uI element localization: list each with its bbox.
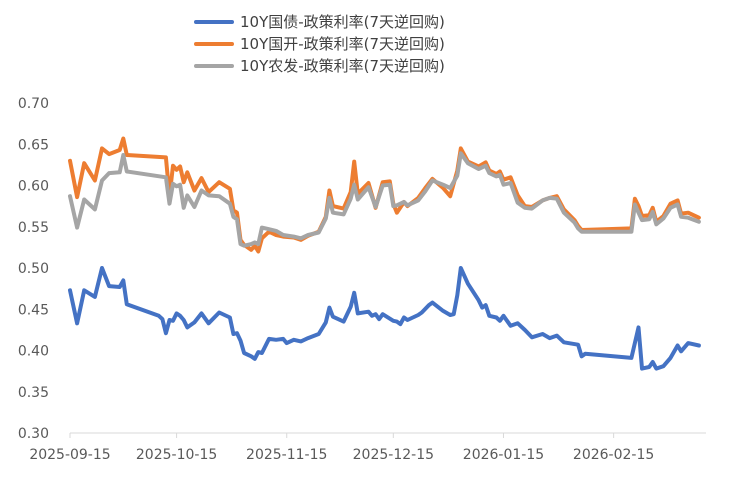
y-tick-label: 0.45 xyxy=(18,302,49,318)
series-line-0 xyxy=(68,266,701,371)
y-tick-label: 0.40 xyxy=(18,344,49,360)
y-tick-label: 0.35 xyxy=(18,385,49,401)
y-tick-label: 0.60 xyxy=(18,179,49,195)
y-tick-label: 0.30 xyxy=(18,426,49,442)
x-tick-label: 2026-02-15 xyxy=(573,447,654,463)
series-line-1 xyxy=(68,136,701,254)
series-line-2 xyxy=(68,151,701,248)
x-tick-label: 2025-10-15 xyxy=(136,447,217,463)
x-tick-label: 2026-01-15 xyxy=(463,447,544,463)
y-tick-label: 0.50 xyxy=(18,261,49,277)
legend-label: 10Y国债-政策利率(7天逆回购) xyxy=(240,13,445,31)
legend-label: 10Y农发-政策利率(7天逆回购) xyxy=(240,57,445,75)
x-axis: 2025-09-15 2025-10-15 2025-11-15 2025-12-15… xyxy=(29,432,706,463)
x-tick-label: 2025-09-15 xyxy=(29,447,110,463)
y-tick-label: 0.65 xyxy=(18,137,49,153)
series-layer xyxy=(68,136,701,371)
y-tick-label: 0.70 xyxy=(18,96,49,112)
legend-label: 10Y国开-政策利率(7天逆回购) xyxy=(240,35,445,53)
x-tick-label: 2025-12-15 xyxy=(353,447,434,463)
y-tick-label: 0.55 xyxy=(18,220,49,236)
legend: 10Y国债-政策利率(7天逆回购) 10Y国开-政策利率(7天逆回购) 10Y农发-… xyxy=(194,13,445,75)
x-tick-label: 2025-11-15 xyxy=(246,447,327,463)
y-axis: 0.70 0.65 0.60 0.55 0.50 0.45 0.40 0.35 0.30 xyxy=(18,96,49,442)
